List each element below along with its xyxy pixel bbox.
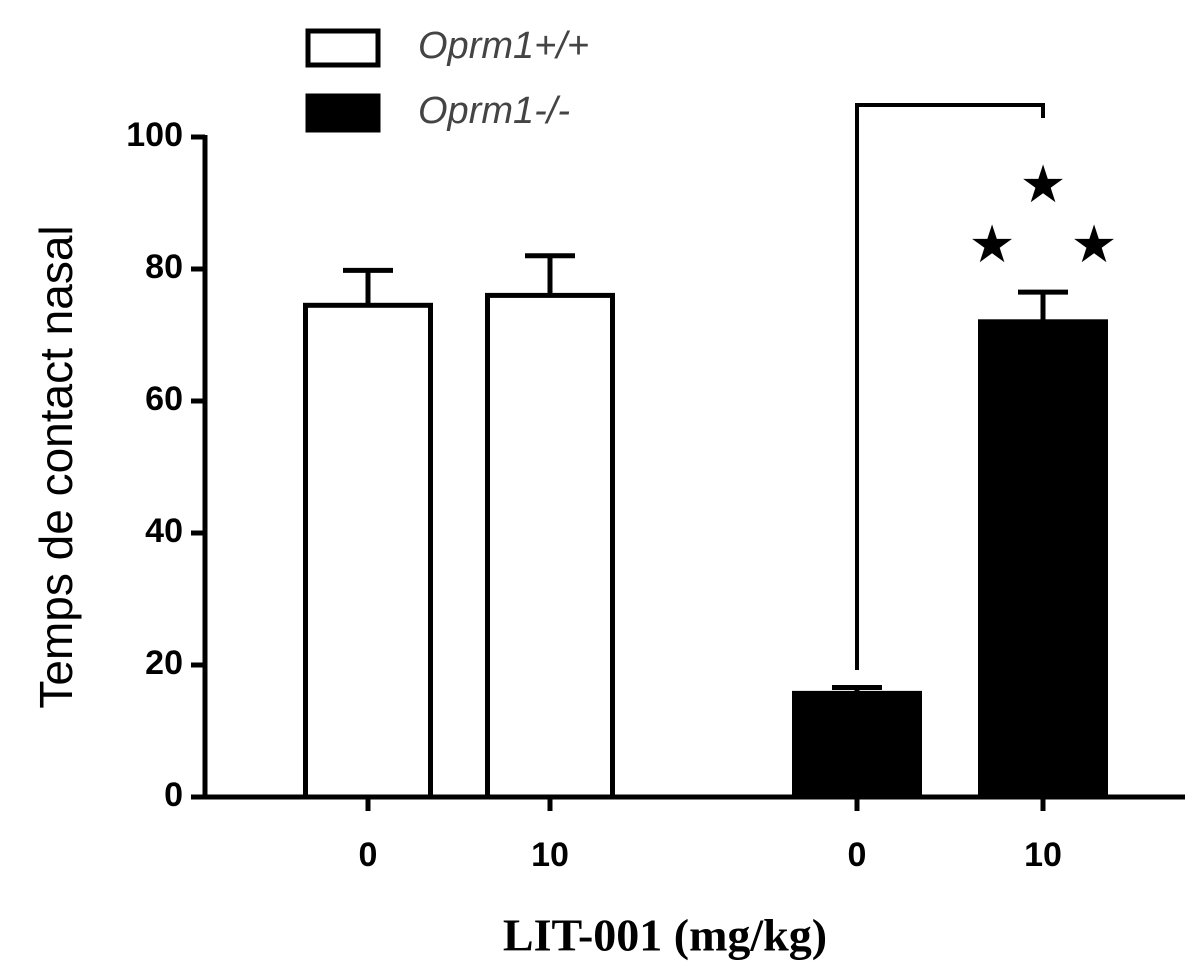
x-tick-label: 10	[1024, 836, 1062, 874]
y-tick-label: 20	[145, 644, 183, 682]
legend-label: Oprm1+/+	[418, 25, 589, 67]
bar	[485, 292, 615, 800]
significance-star: ★	[1071, 215, 1118, 275]
y-tick-label: 0	[164, 776, 183, 814]
significance-star: ★	[969, 215, 1016, 275]
legend-swatch	[305, 93, 381, 133]
bar	[792, 690, 922, 800]
y-tick-label: 40	[145, 512, 183, 550]
x-tick-label: 10	[531, 836, 569, 874]
legend-swatch	[305, 28, 381, 68]
error-bar	[1018, 289, 1068, 322]
y-tick-label: 80	[145, 248, 183, 286]
y-tick-label: 60	[145, 380, 183, 418]
x-axis-label: LIT-001 (mg/kg)	[503, 910, 827, 961]
x-tick-label: 0	[848, 836, 867, 874]
y-axis-label: Temps de contact nasal	[30, 225, 82, 708]
error-bar	[525, 253, 575, 296]
x-tick-label: 0	[359, 836, 378, 874]
bar	[303, 302, 433, 800]
legend-label: Oprm1-/-	[418, 90, 570, 132]
y-tick-label: 100	[126, 116, 183, 154]
significance-bracket	[855, 103, 1045, 670]
bar	[978, 319, 1108, 800]
error-bar	[343, 267, 393, 306]
significance-star: ★	[1020, 155, 1067, 215]
